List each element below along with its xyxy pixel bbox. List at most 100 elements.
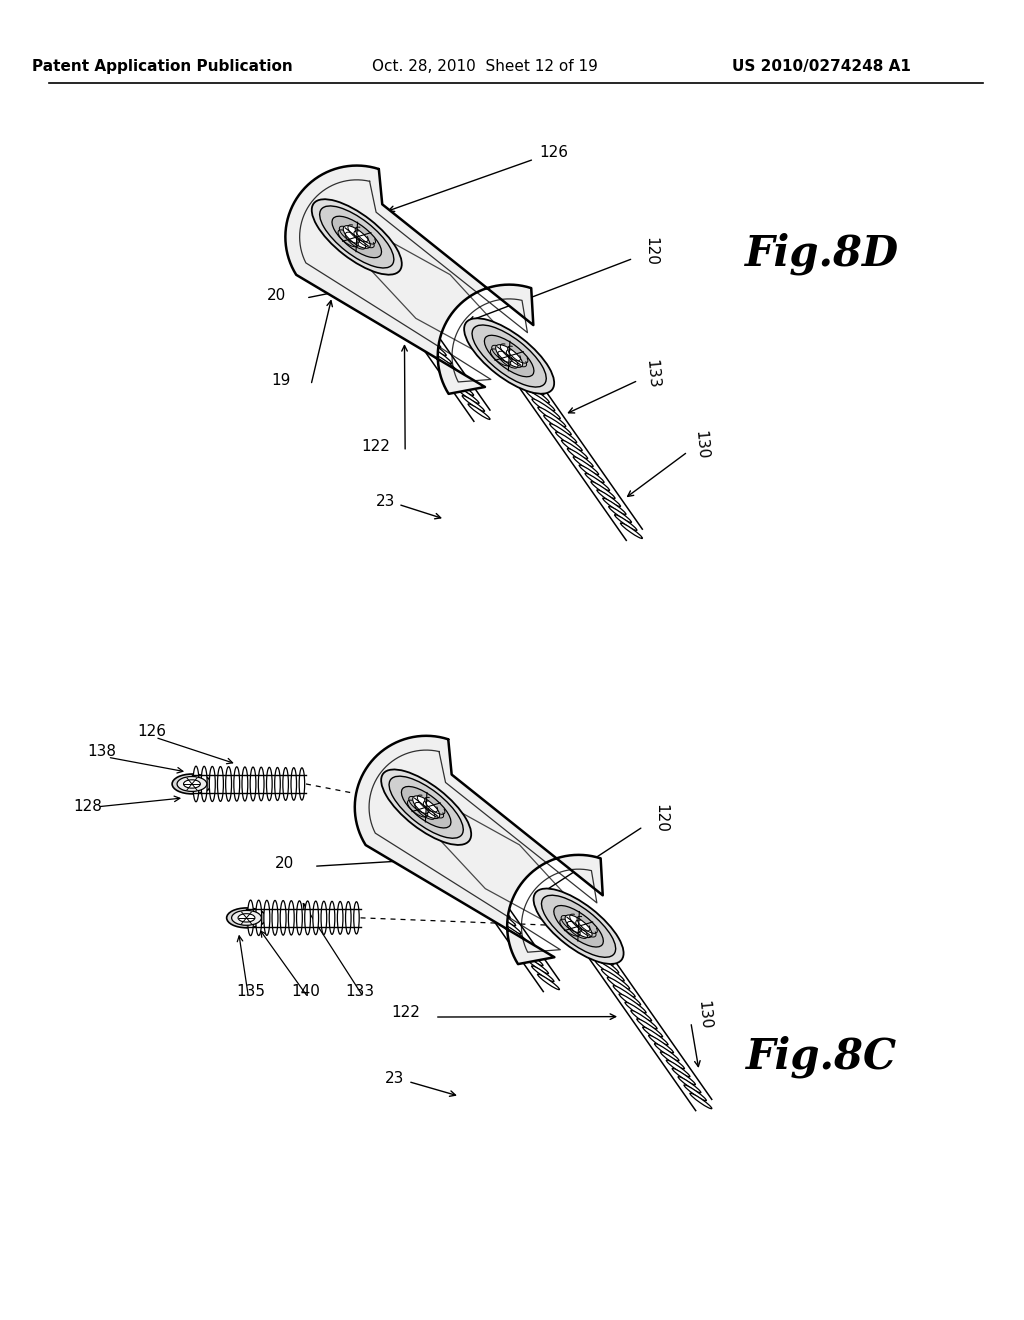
Ellipse shape (578, 936, 608, 957)
Ellipse shape (672, 1068, 695, 1085)
Ellipse shape (614, 515, 637, 531)
Ellipse shape (502, 924, 526, 941)
Ellipse shape (283, 768, 289, 800)
Ellipse shape (566, 920, 597, 941)
Ellipse shape (534, 888, 624, 964)
Ellipse shape (380, 280, 408, 300)
Ellipse shape (572, 928, 602, 949)
Ellipse shape (274, 767, 281, 800)
Ellipse shape (526, 391, 555, 411)
Ellipse shape (584, 944, 613, 965)
Ellipse shape (503, 358, 532, 379)
Ellipse shape (648, 1035, 674, 1053)
Ellipse shape (256, 900, 262, 936)
Ellipse shape (389, 776, 463, 838)
Text: 133: 133 (346, 983, 375, 999)
Ellipse shape (451, 379, 473, 396)
Ellipse shape (473, 883, 499, 902)
Ellipse shape (322, 902, 327, 935)
Ellipse shape (613, 986, 641, 1005)
Ellipse shape (329, 902, 335, 935)
Ellipse shape (607, 977, 635, 997)
Ellipse shape (531, 966, 554, 982)
Ellipse shape (266, 767, 272, 801)
Ellipse shape (421, 338, 446, 355)
Ellipse shape (625, 1002, 651, 1020)
Ellipse shape (597, 490, 621, 507)
Ellipse shape (520, 949, 543, 966)
Ellipse shape (556, 432, 583, 450)
Ellipse shape (381, 770, 471, 845)
Ellipse shape (496, 345, 522, 367)
Ellipse shape (554, 906, 603, 946)
Ellipse shape (472, 325, 546, 387)
Ellipse shape (443, 842, 472, 862)
Ellipse shape (455, 858, 482, 878)
Ellipse shape (183, 780, 201, 788)
Ellipse shape (209, 767, 215, 801)
Ellipse shape (403, 313, 430, 331)
Ellipse shape (258, 767, 264, 801)
Ellipse shape (217, 767, 223, 801)
Ellipse shape (437, 833, 466, 854)
Ellipse shape (654, 1044, 679, 1061)
Ellipse shape (385, 288, 414, 308)
Ellipse shape (484, 900, 510, 917)
Ellipse shape (514, 374, 544, 395)
Text: 120: 120 (643, 238, 658, 265)
Text: Fig.8D: Fig.8D (744, 232, 899, 275)
Ellipse shape (433, 354, 457, 371)
Ellipse shape (311, 199, 401, 275)
Ellipse shape (289, 900, 294, 935)
Text: US 2010/0274248 A1: US 2010/0274248 A1 (732, 59, 911, 74)
Ellipse shape (250, 767, 256, 801)
Text: 20: 20 (267, 288, 286, 302)
Ellipse shape (264, 900, 270, 936)
Ellipse shape (601, 969, 630, 989)
Ellipse shape (242, 767, 248, 801)
Ellipse shape (457, 387, 479, 404)
Ellipse shape (431, 825, 461, 846)
Ellipse shape (332, 216, 382, 257)
Ellipse shape (345, 902, 351, 935)
Ellipse shape (542, 895, 615, 957)
Ellipse shape (391, 296, 419, 315)
Ellipse shape (193, 766, 199, 801)
Ellipse shape (461, 866, 488, 886)
Ellipse shape (490, 908, 516, 925)
Ellipse shape (565, 915, 592, 937)
Ellipse shape (281, 900, 286, 935)
Ellipse shape (497, 348, 527, 371)
Ellipse shape (538, 407, 565, 426)
Ellipse shape (525, 957, 549, 974)
Text: 122: 122 (391, 1005, 420, 1019)
Ellipse shape (620, 994, 646, 1012)
Ellipse shape (248, 900, 254, 936)
Ellipse shape (621, 523, 642, 539)
Ellipse shape (337, 902, 343, 935)
Ellipse shape (319, 206, 394, 268)
Text: 20: 20 (274, 855, 294, 871)
Ellipse shape (238, 913, 255, 921)
Ellipse shape (608, 507, 632, 523)
Ellipse shape (643, 1027, 668, 1045)
Ellipse shape (438, 363, 463, 380)
Ellipse shape (508, 366, 539, 387)
Text: 120: 120 (653, 804, 668, 833)
Ellipse shape (631, 1010, 657, 1030)
Ellipse shape (532, 399, 560, 418)
Ellipse shape (684, 1085, 707, 1101)
Ellipse shape (667, 1060, 690, 1077)
Ellipse shape (690, 1093, 712, 1109)
Ellipse shape (449, 850, 477, 870)
Ellipse shape (425, 817, 456, 838)
Ellipse shape (343, 226, 371, 248)
Ellipse shape (201, 767, 207, 801)
Ellipse shape (468, 404, 490, 420)
Ellipse shape (591, 482, 615, 499)
Ellipse shape (603, 498, 626, 515)
Ellipse shape (397, 305, 424, 323)
Ellipse shape (226, 908, 266, 928)
Ellipse shape (637, 1019, 663, 1038)
Text: 130: 130 (695, 1001, 713, 1030)
